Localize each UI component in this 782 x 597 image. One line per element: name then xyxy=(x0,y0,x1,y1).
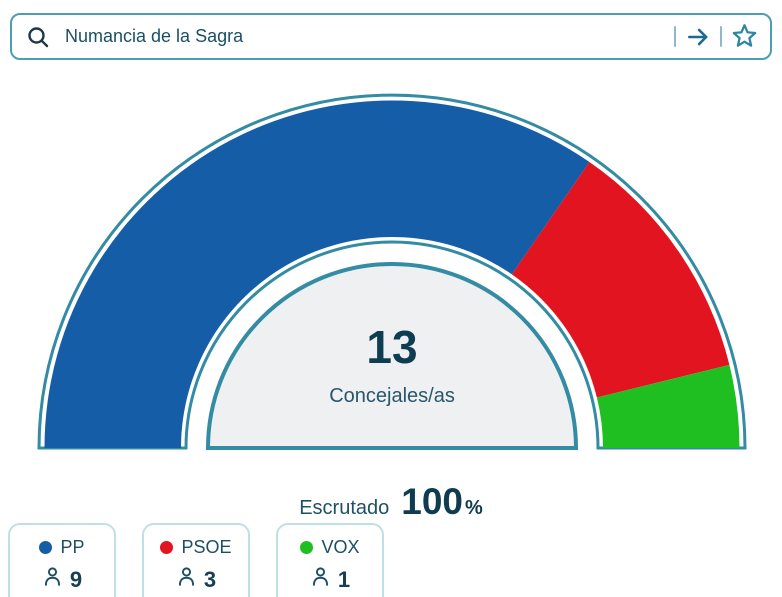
seat-arc-pp[interactable] xyxy=(44,100,590,448)
star-outline-icon xyxy=(732,24,757,47)
search-icon[interactable] xyxy=(26,25,50,49)
municipality-search-bar xyxy=(10,13,772,60)
party-card-pp[interactable]: PP 9 xyxy=(8,523,116,597)
scrutiny-row: Escrutado 100 % xyxy=(0,483,782,520)
party-color-dot xyxy=(39,541,53,554)
party-card-psoe[interactable]: PSOE 3 xyxy=(142,523,250,597)
seat-arc-psoe[interactable] xyxy=(511,162,730,398)
person-icon xyxy=(310,565,331,594)
party-color-dot xyxy=(160,541,174,554)
party-name: PP xyxy=(60,537,85,557)
scrutiny-value: 100 xyxy=(401,481,463,522)
hemicycle-chart: 13 Concejales/as xyxy=(37,93,747,450)
inner-semicircle xyxy=(205,262,579,450)
party-name: PSOE xyxy=(181,537,232,557)
seats-donut-svg xyxy=(37,93,747,450)
arrow-right-icon xyxy=(688,28,708,45)
scrutiny-label: Escrutado xyxy=(299,497,390,519)
party-seats: 9 xyxy=(69,566,83,592)
party-color-dot xyxy=(300,541,314,554)
party-legend: PP 9 PSOE xyxy=(8,523,384,597)
party-name: VOX xyxy=(321,537,360,557)
favorite-star-button[interactable] xyxy=(729,21,760,52)
scrutiny-unit: % xyxy=(465,497,483,519)
divider xyxy=(674,26,676,47)
search-submit-button[interactable] xyxy=(683,22,713,52)
person-icon xyxy=(176,565,197,594)
municipality-search-input[interactable] xyxy=(65,15,667,58)
person-icon xyxy=(42,565,63,594)
party-seats: 3 xyxy=(203,566,217,592)
divider xyxy=(720,26,722,47)
party-card-vox[interactable]: VOX 1 xyxy=(276,523,384,597)
party-seats: 1 xyxy=(337,566,351,592)
seat-arcs xyxy=(44,100,740,448)
seat-arc-vox[interactable] xyxy=(596,364,740,448)
